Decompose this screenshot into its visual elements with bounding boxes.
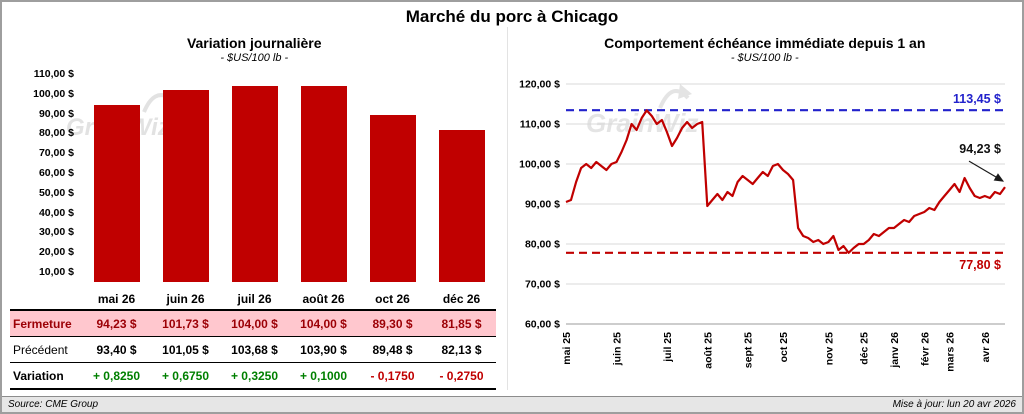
precedent-value: 101,05 $ <box>151 337 220 363</box>
fermeture-value: 104,00 $ <box>220 309 289 337</box>
y-axis-tick-label: 70,00 $ <box>38 147 74 160</box>
daily-variation-bar-chart: GrainWiz 10,00 $20,00 $30,00 $40,00 $50,… <box>10 68 502 288</box>
precedent-value: 103,90 $ <box>289 337 358 363</box>
table-corner <box>10 288 82 309</box>
price-table: mai 26 juin 26 juil 26 août 26 oct 26 déc 26 F… <box>10 288 507 390</box>
line-chart-subtitle: - $US/100 lb - <box>730 52 799 64</box>
page-title: Marché du porc à Chicago <box>405 7 619 26</box>
precedent-value: 82,13 $ <box>427 337 496 363</box>
svg-text:mai 25: mai 25 <box>561 332 573 365</box>
y-axis-tick-label: 90,00 $ <box>38 107 74 120</box>
one-year-line-chart: GrainWiz 60,00 $ 70,00 $ 80,00 $ 90,00 $ 100,… <box>508 68 1023 386</box>
source-note: Source: CME Group <box>8 399 99 410</box>
precedent-value: 93,40 $ <box>82 337 151 363</box>
fermeture-value: 81,85 $ <box>427 309 496 337</box>
column-header: mai 26 <box>97 292 136 306</box>
svg-text:70,00 $: 70,00 $ <box>524 279 559 291</box>
svg-text:avr 26: avr 26 <box>979 332 991 363</box>
svg-text:juil 25: juil 25 <box>661 332 673 363</box>
one-year-trend-panel: Comportement échéance immédiate depuis 1… <box>506 27 1023 390</box>
variation-value: + 0,1000 <box>289 363 358 390</box>
svg-text:60,00 $: 60,00 $ <box>524 319 559 331</box>
column-header: déc 26 <box>442 292 481 306</box>
daily-variation-panel: Variation journalière - $US/100 lb - Gra… <box>2 27 507 390</box>
fermeture-value: 94,23 $ <box>82 309 151 337</box>
variation-value: + 0,8250 <box>82 363 151 390</box>
svg-text:110,00 $: 110,00 $ <box>519 119 559 131</box>
svg-text:100,00 $: 100,00 $ <box>519 159 560 171</box>
bar-chart-title: Variation journalière <box>186 35 322 51</box>
variation-value: + 0,3250 <box>220 363 289 390</box>
y-axis-tick-label: 10,00 $ <box>38 266 74 279</box>
panels: Variation journalière - $US/100 lb - Gra… <box>2 27 1022 390</box>
svg-text:77,80 $: 77,80 $ <box>959 258 1001 272</box>
bar-juil-26 <box>231 85 278 282</box>
svg-text:janv 26: janv 26 <box>889 332 901 369</box>
svg-text:mars 26: mars 26 <box>944 332 956 372</box>
fermeture-value: 89,30 $ <box>358 309 427 337</box>
svg-text:août 25: août 25 <box>702 332 714 369</box>
y-axis-tick-label: 50,00 $ <box>38 186 74 199</box>
y-axis-tick-label: 20,00 $ <box>38 246 74 259</box>
svg-text:sept 25: sept 25 <box>742 332 754 368</box>
svg-text:120,00 $: 120,00 $ <box>519 79 560 91</box>
bar-août-26 <box>300 85 347 282</box>
svg-text:113,45 $: 113,45 $ <box>953 92 1001 106</box>
bar-chart-subtitle: - $US/100 lb - <box>220 52 289 64</box>
row-label-precedent: Précédent <box>10 337 82 363</box>
bar-juin-26 <box>162 90 209 282</box>
svg-text:80,00 $: 80,00 $ <box>524 239 559 251</box>
row-label-fermeture: Fermeture <box>10 309 82 337</box>
footer: Source: CME Group Mise à jour: lun 20 av… <box>2 396 1022 412</box>
y-axis-tick-label: 30,00 $ <box>38 226 74 239</box>
y-axis-tick-label: 40,00 $ <box>38 206 74 219</box>
column-header: oct 26 <box>375 292 410 306</box>
column-header: juil 26 <box>237 292 272 306</box>
line-chart-title: Comportement échéance immédiate depuis 1… <box>604 35 926 51</box>
fermeture-value: 101,73 $ <box>151 309 220 337</box>
svg-text:oct 25: oct 25 <box>778 332 790 363</box>
updated-note: Mise à jour: lun 20 avr 2026 <box>892 399 1016 410</box>
variation-value: - 0,2750 <box>427 363 496 390</box>
y-axis-tick-label: 100,00 $ <box>33 87 74 100</box>
svg-text:déc 25: déc 25 <box>858 332 870 365</box>
svg-text:94,23 $: 94,23 $ <box>959 142 1001 156</box>
bar-mai-26 <box>93 105 140 282</box>
y-axis-tick-label: 80,00 $ <box>38 127 74 140</box>
fermeture-value: 104,00 $ <box>289 309 358 337</box>
column-header: juin 26 <box>166 292 205 306</box>
row-label-variation: Variation <box>10 363 82 390</box>
variation-value: - 0,1750 <box>358 363 427 390</box>
bar-déc-26 <box>438 129 485 282</box>
svg-text:févr 26: févr 26 <box>919 332 931 366</box>
svg-text:juin 25: juin 25 <box>611 332 623 366</box>
precedent-value: 89,48 $ <box>358 337 427 363</box>
y-axis-tick-label: 110,00 $ <box>33 68 74 80</box>
y-axis-tick-label: 60,00 $ <box>38 167 74 180</box>
svg-text:nov 25: nov 25 <box>823 332 835 365</box>
svg-text:90,00 $: 90,00 $ <box>524 199 559 211</box>
line-chart-svg: GrainWiz 60,00 $ 70,00 $ 80,00 $ 90,00 $ 100,… <box>519 79 1006 372</box>
svg-text:GrainWiz: GrainWiz <box>586 108 698 138</box>
variation-value: + 0,6750 <box>151 363 220 390</box>
column-header: août 26 <box>302 292 345 306</box>
precedent-value: 103,68 $ <box>220 337 289 363</box>
bar-oct-26 <box>369 115 416 282</box>
